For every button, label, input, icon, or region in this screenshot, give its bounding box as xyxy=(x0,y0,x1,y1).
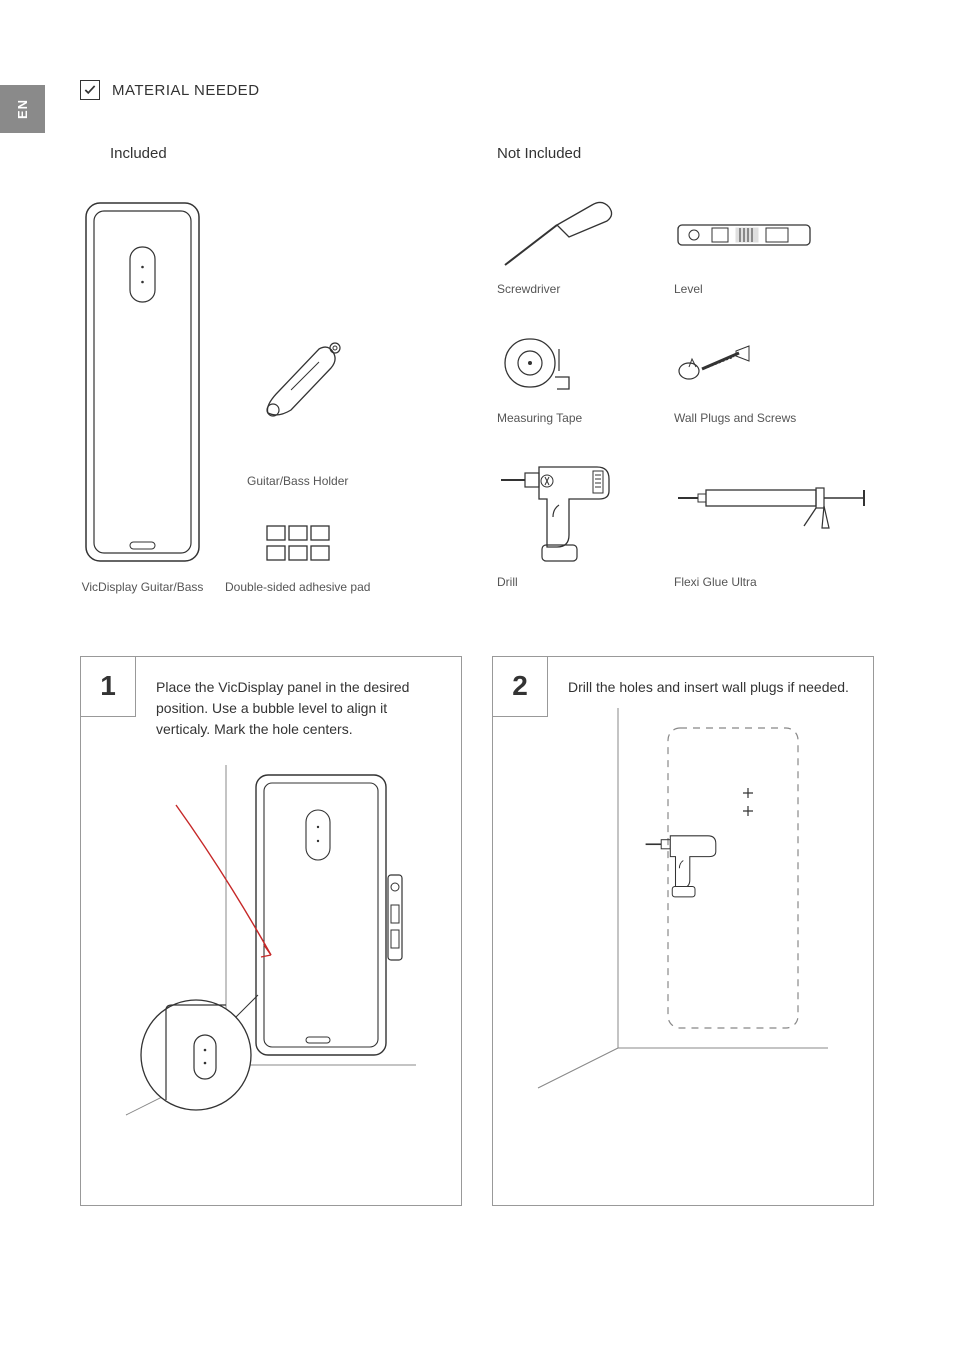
included-title: Included xyxy=(110,145,457,162)
level-icon xyxy=(674,197,874,272)
page-content: MATERIAL NEEDED Included xyxy=(80,80,874,1206)
step-1: 1 Place the VicDisplay panel in the desi… xyxy=(80,656,462,1206)
item-label: Level xyxy=(674,282,874,296)
included-column: Included VicDisplay Guitar/Bass xyxy=(80,145,457,596)
included-grid: VicDisplay Guitar/Bass xyxy=(80,197,457,596)
step-number-box: 1 xyxy=(81,657,136,717)
step-1-diagram-icon xyxy=(81,765,461,1115)
step-text: Place the VicDisplay panel in the desire… xyxy=(156,677,441,740)
steps-row: 1 Place the VicDisplay panel in the desi… xyxy=(80,656,874,1206)
item-glue: Flexi Glue Ultra xyxy=(674,455,874,589)
item-label: Screwdriver xyxy=(497,282,644,296)
measuring-tape-icon xyxy=(497,326,644,401)
item-drill: Drill xyxy=(497,455,644,589)
adhesive-pad-icon xyxy=(263,522,333,567)
section-title: MATERIAL NEEDED xyxy=(112,82,260,99)
guitar-holder-icon xyxy=(243,338,353,433)
step-number-box: 2 xyxy=(493,657,548,717)
wall-plugs-icon xyxy=(674,326,874,401)
screwdriver-icon xyxy=(497,197,644,272)
step-number: 1 xyxy=(100,670,116,702)
section-header: MATERIAL NEEDED xyxy=(80,80,874,100)
item-vicdisplay: VicDisplay Guitar/Bass xyxy=(80,197,205,596)
item-label: Drill xyxy=(497,575,644,589)
item-label: Wall Plugs and Screws xyxy=(674,411,874,425)
item-screwdriver: Screwdriver xyxy=(497,197,644,296)
check-icon xyxy=(80,80,100,100)
item-label: Guitar/Bass Holder xyxy=(247,473,348,490)
item-label: Measuring Tape xyxy=(497,411,644,425)
not-included-title: Not Included xyxy=(497,145,874,162)
materials-columns: Included VicDisplay Guitar/Bass xyxy=(80,145,874,596)
not-included-grid: Screwdriver Level xyxy=(497,197,874,589)
not-included-column: Not Included Screwdriver xyxy=(497,145,874,596)
drill-icon xyxy=(497,455,644,565)
step-number: 2 xyxy=(512,670,528,702)
language-tab: EN xyxy=(0,85,45,133)
step-text: Drill the holes and insert wall plugs if… xyxy=(568,677,853,698)
item-level: Level xyxy=(674,197,874,296)
item-plugs: Wall Plugs and Screws xyxy=(674,326,874,425)
item-tape: Measuring Tape xyxy=(497,326,644,425)
caulk-gun-icon xyxy=(674,455,874,565)
item-label: Double-sided adhesive pad xyxy=(225,579,370,596)
item-holder-and-pads: Guitar/Bass Holder Do xyxy=(225,338,370,596)
item-label: VicDisplay Guitar/Bass xyxy=(82,579,204,596)
step-2: 2 Drill the holes and insert wall plugs … xyxy=(492,656,874,1206)
step-2-diagram-icon xyxy=(493,723,873,1073)
vicdisplay-panel-icon xyxy=(80,197,205,567)
item-label: Flexi Glue Ultra xyxy=(674,575,874,589)
